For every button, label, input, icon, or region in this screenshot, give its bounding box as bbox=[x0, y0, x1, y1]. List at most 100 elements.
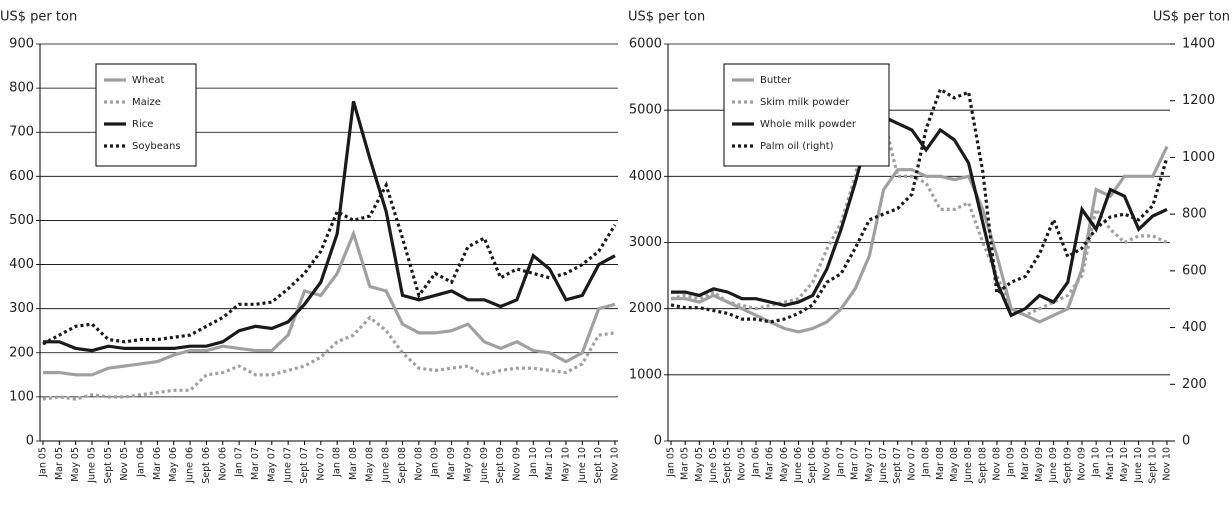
series-line bbox=[670, 87, 1169, 324]
x-tick-label: Nov 10 bbox=[1162, 447, 1173, 481]
y2-axis-label: US$ per ton bbox=[1153, 10, 1230, 25]
legend-label: Soybeans bbox=[132, 141, 181, 152]
x-tick-label: Sept 07 bbox=[299, 447, 310, 484]
y-tick-label: 3000 bbox=[629, 235, 662, 250]
y-tick-label: 0 bbox=[654, 434, 662, 449]
y-axis-label: US$ per ton bbox=[0, 10, 77, 25]
y-tick-label: 2000 bbox=[629, 301, 662, 316]
y2-tick-label: 200 bbox=[1182, 377, 1207, 392]
x-tick-label: Sept 08 bbox=[397, 447, 408, 484]
legend-label: Rice bbox=[132, 119, 153, 130]
y2-tick-label: 0 bbox=[1182, 434, 1190, 449]
x-tick-label: June 06 bbox=[185, 447, 196, 484]
y-tick-label: 100 bbox=[9, 389, 34, 404]
x-tick-label: Jan 09 bbox=[430, 447, 441, 478]
legend-label: Skim milk powder bbox=[760, 97, 850, 108]
series-line bbox=[42, 181, 617, 346]
series-line bbox=[42, 315, 616, 401]
y-tick-label: 300 bbox=[9, 301, 34, 316]
x-tick-label: May 09 bbox=[462, 447, 473, 482]
y-tick-label: 600 bbox=[9, 169, 34, 184]
x-tick-label: June 10 bbox=[577, 447, 588, 484]
x-tick-label: Mar 08 bbox=[935, 447, 946, 480]
x-tick-label: Jan 10 bbox=[1091, 447, 1102, 478]
x-tick-label: Jan 07 bbox=[836, 447, 847, 478]
y2-tick-label: 1400 bbox=[1182, 37, 1215, 52]
x-tick-label: Jan 07 bbox=[234, 447, 245, 478]
x-tick-label: June 05 bbox=[708, 447, 719, 484]
legend-label: Butter bbox=[760, 75, 792, 86]
x-tick-label: June 09 bbox=[1048, 447, 1059, 484]
x-tick-label: Sept 08 bbox=[977, 447, 988, 484]
x-tick-label: Mar 08 bbox=[348, 447, 359, 480]
x-tick-label: Mar 05 bbox=[680, 447, 691, 480]
x-tick-label: June 08 bbox=[963, 447, 974, 484]
x-tick-label: June 09 bbox=[479, 447, 490, 484]
x-tick-label: Mar 07 bbox=[250, 447, 261, 480]
x-tick-label: Jan 08 bbox=[332, 447, 343, 478]
x-tick-label: Nov 05 bbox=[119, 447, 130, 481]
y2-tick-label: 800 bbox=[1182, 207, 1207, 222]
x-tick-label: Mar 10 bbox=[544, 447, 555, 480]
x-tick-label: Nov 07 bbox=[906, 447, 917, 481]
x-tick-label: June 05 bbox=[87, 447, 98, 484]
y2-tick-label: 1000 bbox=[1182, 150, 1215, 165]
x-tick-label: June 07 bbox=[283, 447, 294, 484]
legend-label: Wheat bbox=[132, 75, 165, 86]
x-tick-label: Mar 09 bbox=[446, 447, 457, 480]
x-tick-label: Nov 07 bbox=[315, 447, 326, 481]
x-tick-label: May 09 bbox=[1034, 447, 1045, 482]
x-tick-label: Nov 09 bbox=[1076, 447, 1087, 481]
y-tick-label: 1000 bbox=[629, 367, 662, 382]
y-tick-label: 500 bbox=[9, 213, 34, 228]
x-tick-label: May 08 bbox=[949, 447, 960, 482]
x-tick-label: Nov 06 bbox=[217, 447, 228, 481]
x-tick-label: May 07 bbox=[864, 447, 875, 482]
x-tick-label: June 08 bbox=[381, 447, 392, 484]
series-line bbox=[670, 100, 1168, 318]
x-tick-label: Sept 05 bbox=[722, 447, 733, 484]
y-axis-label: US$ per ton bbox=[628, 10, 705, 25]
x-tick-label: Sept 10 bbox=[1147, 447, 1158, 484]
x-tick-label: Mar 09 bbox=[1020, 447, 1031, 480]
y-tick-label: 900 bbox=[9, 37, 34, 52]
x-tick-label: May 05 bbox=[694, 447, 705, 482]
x-tick-label: Sept 06 bbox=[201, 447, 212, 484]
x-tick-label: May 06 bbox=[168, 447, 179, 482]
x-tick-label: May 10 bbox=[560, 447, 571, 482]
legend-label: Palm oil (right) bbox=[760, 141, 834, 152]
x-tick-label: May 10 bbox=[1119, 447, 1130, 482]
x-tick-label: May 07 bbox=[266, 447, 277, 482]
x-tick-label: June 10 bbox=[1133, 447, 1144, 484]
y-tick-label: 5000 bbox=[629, 103, 662, 118]
x-tick-label: Sept 06 bbox=[807, 447, 818, 484]
x-tick-label: Jan 10 bbox=[528, 447, 539, 478]
x-tick-label: Sept 09 bbox=[1062, 447, 1073, 484]
x-tick-label: June 06 bbox=[793, 447, 804, 484]
x-tick-label: Jan 06 bbox=[136, 447, 147, 478]
x-tick-label: Jan 09 bbox=[1006, 447, 1017, 478]
x-tick-label: Nov 10 bbox=[610, 447, 621, 481]
x-tick-label: May 08 bbox=[364, 447, 375, 482]
x-tick-label: Sept 05 bbox=[103, 447, 114, 484]
y-tick-label: 800 bbox=[9, 81, 34, 96]
y2-tick-label: 600 bbox=[1182, 263, 1207, 278]
y-tick-label: 0 bbox=[26, 434, 34, 449]
y-tick-label: 400 bbox=[9, 257, 34, 272]
x-tick-label: Mar 06 bbox=[152, 447, 163, 480]
x-tick-label: Sept 09 bbox=[495, 447, 506, 484]
y-tick-label: 6000 bbox=[629, 37, 662, 52]
x-tick-label: Nov 09 bbox=[511, 447, 522, 481]
x-tick-label: June 07 bbox=[878, 447, 889, 484]
series-line bbox=[43, 228, 616, 377]
x-tick-label: Sept 10 bbox=[593, 447, 604, 484]
x-tick-label: Sept 07 bbox=[892, 447, 903, 484]
y-tick-label: 4000 bbox=[629, 169, 662, 184]
legend-label: Whole milk powder bbox=[760, 119, 857, 130]
y-tick-label: 700 bbox=[9, 125, 34, 140]
x-tick-label: Jan 05 bbox=[38, 447, 49, 478]
x-tick-label: May 06 bbox=[779, 447, 790, 482]
y2-tick-label: 1200 bbox=[1182, 93, 1215, 108]
series-line bbox=[43, 100, 616, 353]
